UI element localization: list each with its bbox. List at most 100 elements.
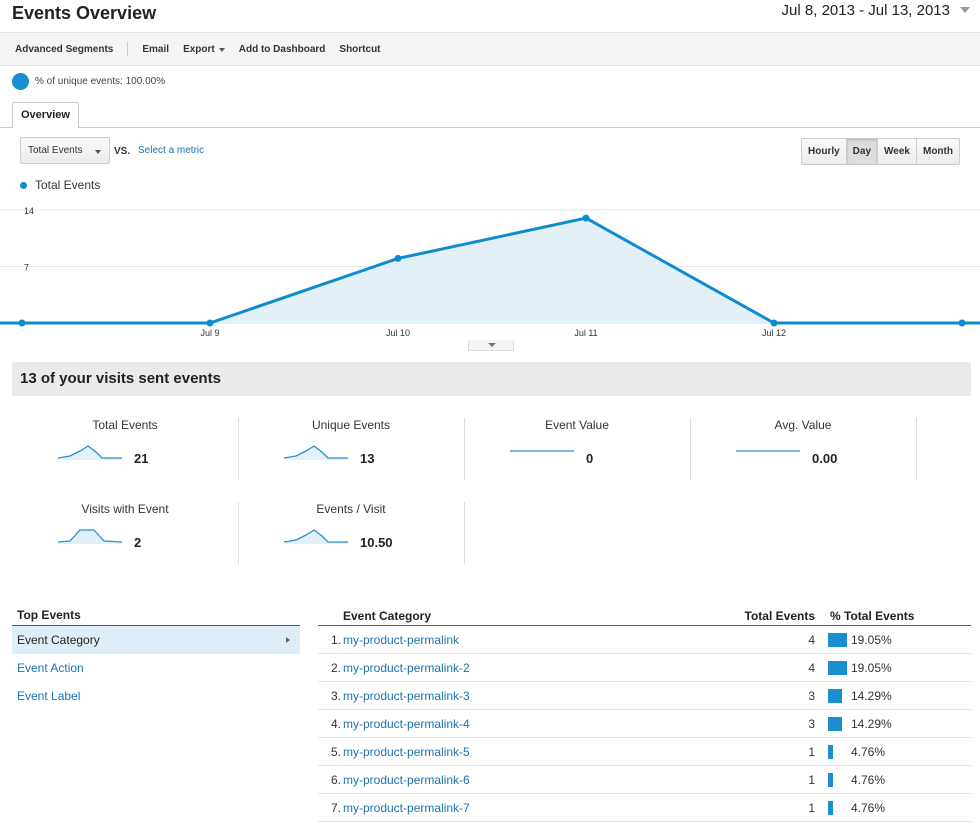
sparkline	[510, 450, 574, 452]
email-button[interactable]: Email	[142, 43, 170, 55]
data-point[interactable]	[394, 254, 402, 262]
chart-legend: Total Events	[20, 178, 100, 192]
row-number: 6.	[330, 773, 341, 787]
row-pct: 4.76%	[851, 745, 886, 759]
row-share-bar	[828, 745, 833, 759]
metric-value: 0.00	[812, 451, 838, 466]
metric-label: Unique Events	[311, 418, 391, 432]
legend-dot	[20, 181, 27, 189]
shortcut-button[interactable]: Shortcut	[339, 43, 381, 55]
data-point[interactable]	[770, 319, 778, 327]
metric-select[interactable]: Total Events	[20, 137, 110, 164]
row-total: 3	[808, 689, 815, 703]
row-category-link[interactable]: my-product-permalink	[343, 633, 460, 647]
top-events-item-category[interactable]: Event Category	[12, 626, 300, 654]
row-share-bar	[828, 801, 833, 815]
data-point[interactable]	[958, 319, 966, 327]
row-pct: 14.29%	[851, 689, 892, 703]
row-share-bar	[828, 773, 833, 787]
granularity-toggle: Hourly Day Week Month	[801, 138, 960, 165]
table-header-row: Event Category Total Events % Total Even…	[318, 608, 971, 626]
x-tick-label: Jul 12	[762, 328, 786, 338]
row-share-bar	[828, 661, 847, 675]
row-total: 1	[808, 745, 815, 759]
select-metric-link[interactable]: Select a metric	[138, 145, 205, 156]
metric-divider	[916, 418, 917, 480]
header: Events Overview Jul 8, 2013 - Jul 13, 20…	[0, 0, 980, 30]
row-category-link[interactable]: my-product-permalink-2	[343, 661, 470, 675]
toolbar-divider	[127, 42, 129, 56]
table-body: 1. my-product-permalink 4 19.05% 2. my-produc…	[318, 626, 971, 822]
metric-divider	[690, 418, 691, 480]
sparkline	[58, 445, 122, 460]
column-header-pct[interactable]: % Total Events	[830, 609, 915, 623]
row-total: 1	[808, 801, 815, 815]
metric-label: Visits with Event	[81, 502, 169, 516]
legend-label: Total Events	[35, 178, 101, 192]
chart-collapse-toggle[interactable]	[468, 340, 514, 351]
add-to-dashboard-button[interactable]: Add to Dashboard	[238, 43, 326, 55]
row-pct: 19.05%	[851, 633, 892, 647]
top-events-item-label[interactable]: Event Label	[17, 689, 81, 703]
row-total: 3	[808, 717, 815, 731]
row-number: 2.	[330, 661, 341, 675]
row-share-bar	[828, 633, 847, 647]
vs-label: VS.	[114, 146, 131, 157]
export-button[interactable]: Export	[183, 44, 225, 55]
day-button[interactable]: Day	[846, 139, 879, 164]
data-point[interactable]	[18, 319, 26, 327]
row-category-link[interactable]: my-product-permalink-3	[343, 689, 470, 703]
date-range-picker[interactable]: Jul 8, 2013 - Jul 13, 2013	[782, 0, 970, 20]
top-events-heading: Top Events	[12, 608, 300, 626]
segment-indicator: % of unique events: 100.00%	[12, 72, 165, 90]
row-number: 5.	[330, 745, 341, 759]
tab-bar: Overview	[0, 100, 980, 129]
row-pct: 4.76%	[851, 801, 886, 815]
x-tick-label: Jul 11	[574, 328, 597, 338]
metric-label: Total Events	[92, 418, 158, 432]
week-button[interactable]: Week	[878, 139, 917, 164]
data-point[interactable]	[206, 319, 214, 327]
metric-value: 10.50	[360, 535, 393, 550]
series-area	[0, 218, 980, 323]
table-row: 2. my-product-permalink-2 4 19.05%	[318, 654, 971, 682]
row-number: 7.	[330, 801, 341, 815]
segment-label: % of unique events: 100.00%	[35, 75, 166, 87]
events-table: Event Category Total Events % Total Even…	[318, 608, 971, 822]
metric-label: Event Value	[545, 418, 609, 432]
row-pct: 14.29%	[851, 717, 892, 731]
row-category-link[interactable]: my-product-permalink-4	[343, 717, 470, 731]
metric-value: 2	[134, 535, 142, 550]
column-header-total[interactable]: Total Events	[744, 609, 815, 623]
tab-overview[interactable]: Overview	[12, 102, 79, 129]
events-chart: 14 7 Jul 9 Jul 10 Jul 11 Jul 12	[0, 206, 980, 338]
data-point[interactable]	[582, 214, 590, 222]
table-row: 5. my-product-permalink-5 1 4.76%	[318, 738, 971, 766]
table-row: 6. my-product-permalink-6 1 4.76%	[318, 766, 971, 794]
metric-divider	[238, 418, 239, 480]
column-header-category[interactable]: Event Category	[343, 609, 432, 623]
sparkline	[284, 529, 348, 544]
metric-divider	[464, 418, 465, 480]
sparkline	[736, 450, 800, 452]
page-title: Events Overview	[12, 3, 157, 23]
hourly-button[interactable]: Hourly	[802, 139, 847, 164]
chevron-down-icon[interactable]	[960, 7, 970, 13]
sparkline	[284, 445, 348, 460]
chevron-down-icon	[488, 343, 496, 347]
sparkline	[58, 529, 123, 544]
visits-summary-banner: 13 of your visits sent events	[12, 362, 971, 396]
metric-label: Avg. Value	[774, 418, 832, 432]
row-category-link[interactable]: my-product-permalink-5	[343, 745, 470, 759]
metric-divider	[238, 502, 239, 564]
row-category-link[interactable]: my-product-permalink-6	[343, 773, 470, 787]
x-tick-label: Jul 10	[386, 328, 410, 338]
top-events-item-action[interactable]: Event Action	[17, 661, 84, 675]
row-number: 4.	[330, 717, 341, 731]
metric-card: Unique Events 13	[238, 418, 464, 480]
metric-card: Event Value 0	[464, 418, 690, 480]
month-button[interactable]: Month	[916, 139, 959, 164]
metric-divider	[464, 502, 465, 564]
row-category-link[interactable]: my-product-permalink-7	[343, 801, 470, 815]
advanced-segments-button[interactable]: Advanced Segments	[15, 43, 114, 55]
